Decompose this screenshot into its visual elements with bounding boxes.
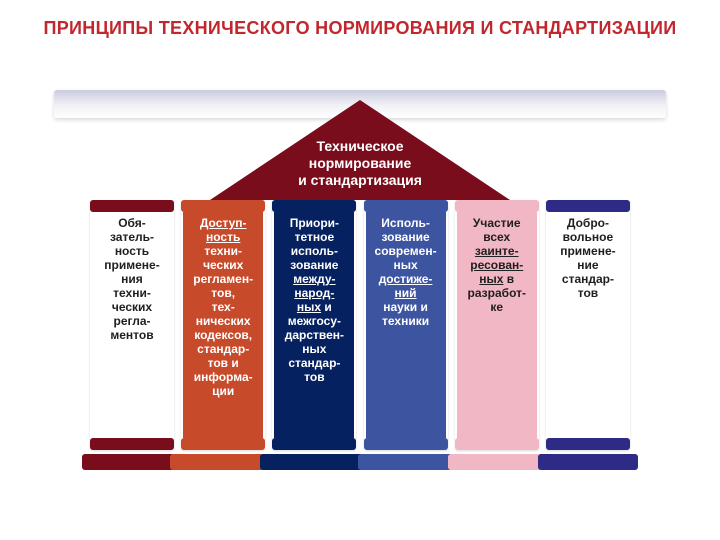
- pillar-4-foot: [364, 438, 448, 450]
- pillar-1: Обя-затель-ностьпримене-ниятехни-ческихр…: [90, 200, 174, 450]
- pillar-2: Доступ-ностьтехни-ческихрегламен-тов,тех…: [181, 200, 265, 450]
- pillar-3-body: Приори-тетноеисполь-зованиемежду-народ-н…: [274, 212, 354, 438]
- floor-seg-4: [358, 454, 458, 470]
- pillars: Обя-затель-ностьпримене-ниятехни-ческихр…: [90, 200, 630, 450]
- pillar-6-cap: [546, 200, 630, 212]
- floor-seg-1: [82, 454, 182, 470]
- pillar-4-cap: [364, 200, 448, 212]
- page-title: ПРИНЦИПЫ ТЕХНИЧЕСКОГО НОРМИРОВАНИЯ И СТА…: [0, 18, 720, 39]
- pillar-3: Приори-тетноеисполь-зованиемежду-народ-н…: [272, 200, 356, 450]
- roof: Техническое нормирование и стандартизаци…: [210, 100, 510, 200]
- pillar-1-cap: [90, 200, 174, 212]
- roof-label: Техническое нормирование и стандартизаци…: [210, 138, 510, 189]
- pillar-3-foot: [272, 438, 356, 450]
- pillar-1-body: Обя-затель-ностьпримене-ниятехни-ческихр…: [92, 212, 172, 438]
- pillar-5-body: Участиевсехзаинте-ресован-ных вразработ-…: [457, 212, 537, 438]
- pillar-3-cap: [272, 200, 356, 212]
- floor-seg-2: [170, 454, 270, 470]
- pillar-4: Исполь-зованиесовремен-ныхдостиже-нийнау…: [364, 200, 448, 450]
- pillar-2-body: Доступ-ностьтехни-ческихрегламен-тов,тех…: [183, 212, 263, 438]
- roof-line-1: Техническое: [317, 138, 404, 154]
- floor-seg-5: [448, 454, 548, 470]
- pillar-4-body: Исполь-зованиесовремен-ныхдостиже-нийнау…: [366, 212, 446, 438]
- pillar-6: Добро-вольноепримене-ниестандар-тов: [546, 200, 630, 450]
- pillar-6-foot: [546, 438, 630, 450]
- roof-line-3: и стандартизация: [298, 172, 422, 188]
- roof-line-2: нормирование: [309, 155, 412, 171]
- pillar-5-cap: [455, 200, 539, 212]
- floor-seg-3: [260, 454, 370, 470]
- floor-seg-6: [538, 454, 638, 470]
- pillar-6-body: Добро-вольноепримене-ниестандар-тов: [548, 212, 628, 438]
- floor: [72, 454, 648, 470]
- pillar-5: Участиевсехзаинте-ресован-ных вразработ-…: [455, 200, 539, 450]
- pillar-2-cap: [181, 200, 265, 212]
- pillar-1-foot: [90, 438, 174, 450]
- pillar-2-foot: [181, 438, 265, 450]
- pillar-5-foot: [455, 438, 539, 450]
